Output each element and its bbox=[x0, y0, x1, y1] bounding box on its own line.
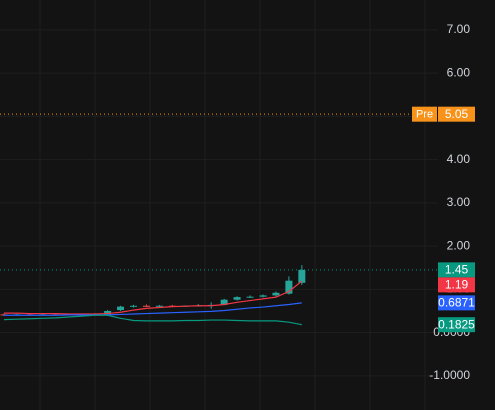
badge-value: 5.05 bbox=[445, 107, 469, 121]
badge-tag: Pre bbox=[416, 109, 433, 121]
vertical-grid bbox=[39, 0, 426, 410]
candle-body bbox=[142, 305, 150, 307]
indicator-line bbox=[3, 314, 302, 326]
badge-box bbox=[438, 262, 475, 278]
candle-body bbox=[298, 269, 306, 283]
candle-body bbox=[220, 299, 228, 305]
y-tick-label: 6.00 bbox=[447, 65, 471, 79]
price-badge: 1.19 bbox=[438, 277, 475, 293]
y-tick-label: 7.00 bbox=[447, 22, 471, 36]
candle-body bbox=[272, 292, 280, 296]
price-badge: 5.05 Pre bbox=[412, 106, 475, 122]
badge-value: 1.45 bbox=[445, 263, 469, 277]
candle-body bbox=[155, 305, 163, 307]
candle-body bbox=[130, 305, 137, 307]
y-tick-label: 2.00 bbox=[447, 238, 471, 252]
badge-box bbox=[438, 295, 475, 311]
y-tick-label: 4.00 bbox=[447, 152, 471, 166]
candle-body bbox=[104, 310, 112, 315]
candle-body bbox=[117, 306, 125, 311]
badge-box bbox=[438, 106, 475, 122]
candle-body bbox=[285, 280, 293, 294]
price-badge: 1.45 bbox=[438, 262, 475, 278]
candle-body bbox=[233, 297, 241, 300]
price-badge: 0.1825 bbox=[438, 317, 475, 333]
badge-value: 0.6871 bbox=[438, 296, 475, 310]
badge-value: 1.19 bbox=[445, 278, 469, 292]
candle-body bbox=[246, 296, 254, 298]
badge-box bbox=[438, 317, 475, 333]
y-tick-label: 3.00 bbox=[447, 195, 471, 209]
y-tick-label: -1.0000 bbox=[429, 368, 470, 382]
indicator-line bbox=[4, 280, 303, 315]
badge-box bbox=[438, 277, 475, 293]
price-badge: 0.6871 bbox=[438, 295, 475, 311]
badge-value: 0.1825 bbox=[438, 317, 475, 331]
indicator-line bbox=[4, 302, 302, 316]
candle-body bbox=[259, 295, 267, 297]
badge-tag-box bbox=[412, 106, 437, 122]
